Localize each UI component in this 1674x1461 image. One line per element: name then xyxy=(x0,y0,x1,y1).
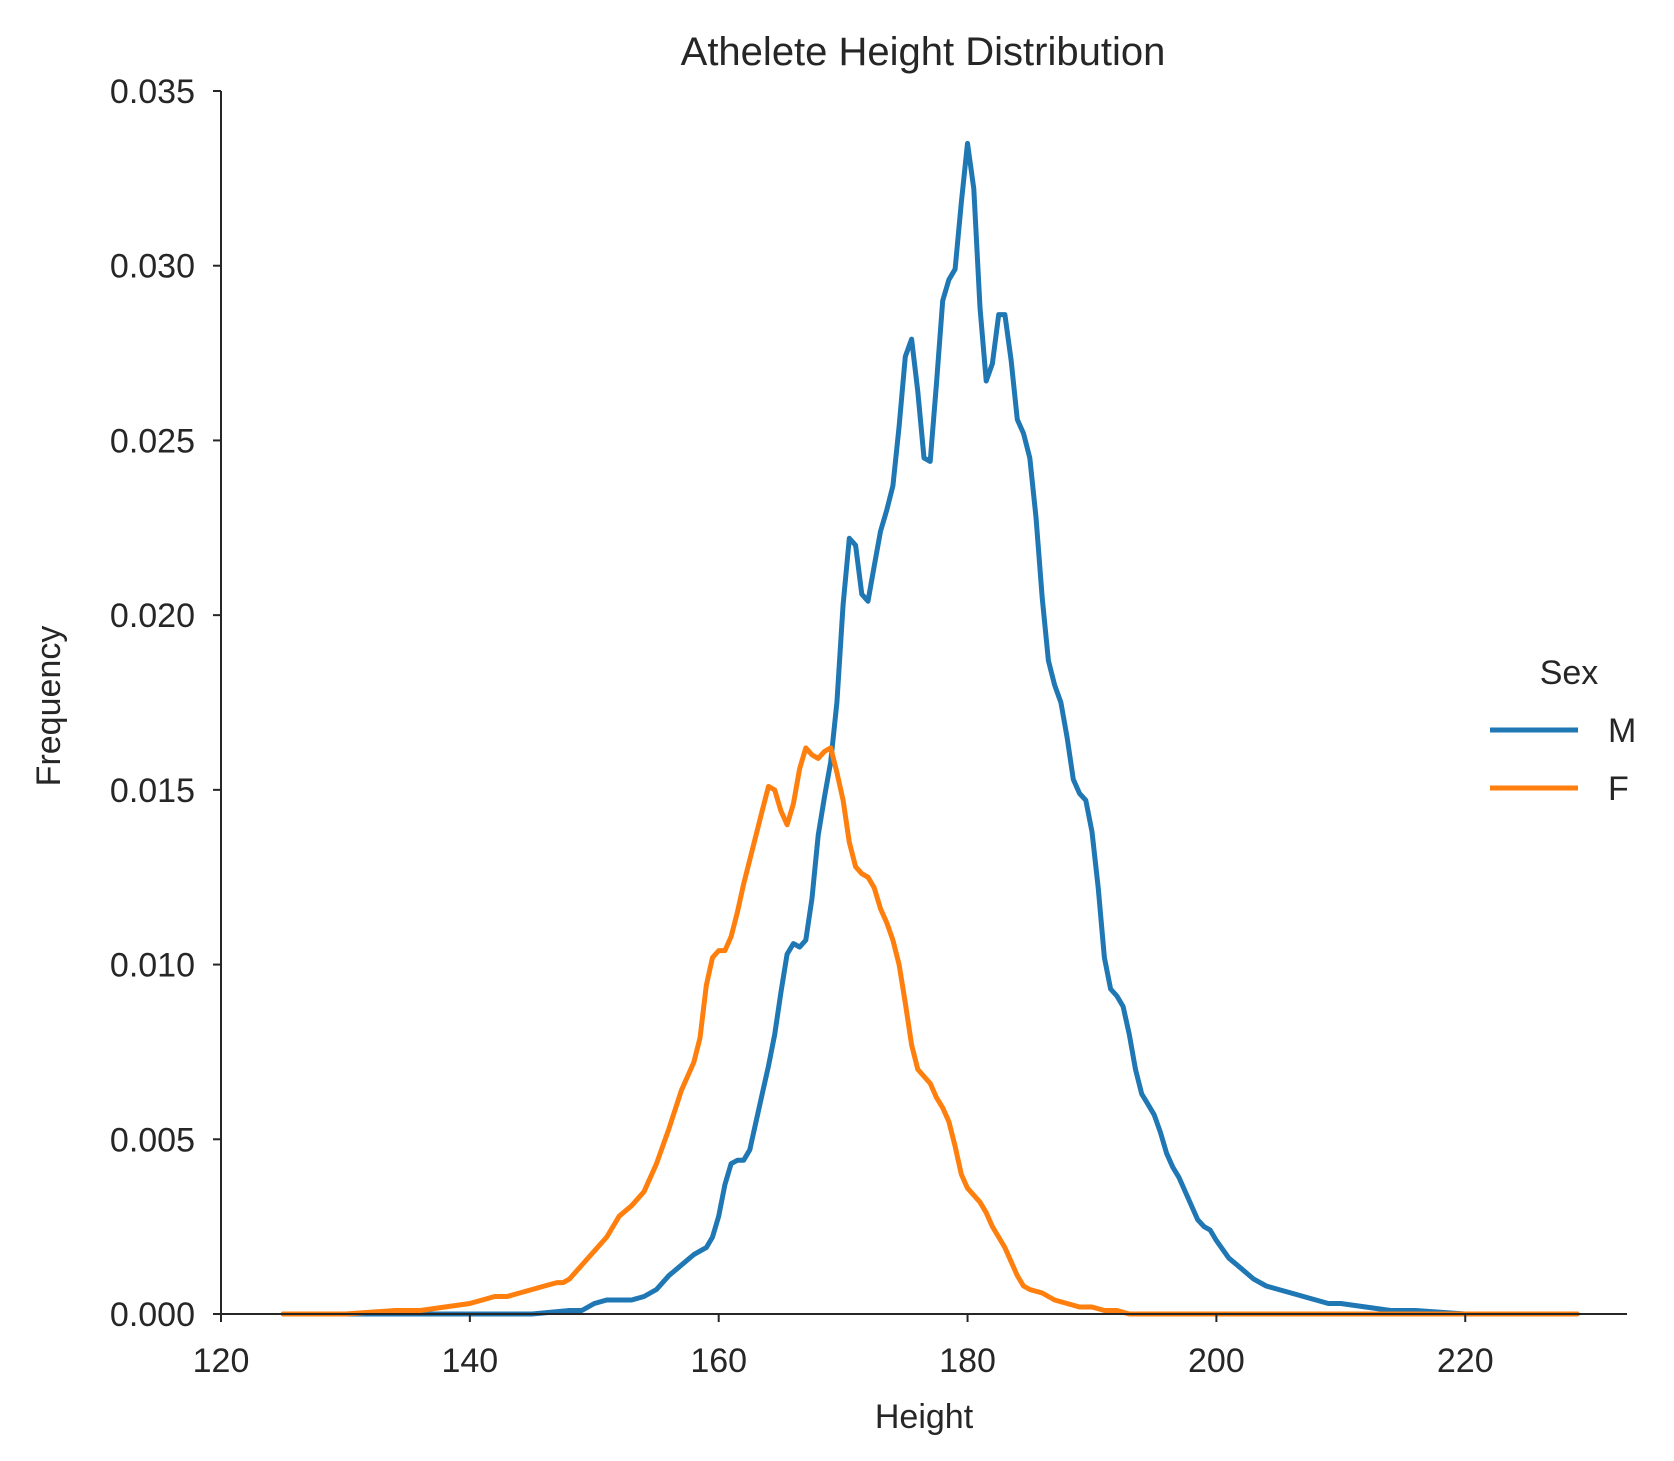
y-tick-label: 0.005 xyxy=(110,1121,195,1159)
x-tick-label: 120 xyxy=(193,1342,250,1380)
y-tick-label: 0.010 xyxy=(110,947,195,985)
y-tick-label: 0.025 xyxy=(110,422,195,460)
x-tick-label: 140 xyxy=(441,1342,498,1380)
legend-label-f: F xyxy=(1608,770,1629,808)
x-axis-ticks: 120 140 160 180 200 220 xyxy=(193,1314,1494,1380)
legend-label-m: M xyxy=(1608,712,1636,750)
x-axis-label: Height xyxy=(875,1398,974,1436)
x-tick-label: 220 xyxy=(1437,1342,1494,1380)
series-line-m xyxy=(280,140,1580,1317)
y-tick-label: 0.035 xyxy=(110,73,195,111)
y-tick-label: 0.000 xyxy=(110,1296,195,1334)
series-line-f xyxy=(280,745,1580,1317)
plot-area xyxy=(280,140,1580,1317)
y-axis-label: Frequency xyxy=(30,626,68,787)
x-tick-label: 160 xyxy=(690,1342,747,1380)
legend: Sex M F xyxy=(1490,654,1636,808)
y-tick-label: 0.020 xyxy=(110,597,195,635)
y-tick-label: 0.015 xyxy=(110,772,195,810)
chart-title: Athelete Height Distribution xyxy=(681,30,1166,74)
x-tick-label: 180 xyxy=(939,1342,996,1380)
y-tick-label: 0.030 xyxy=(110,248,195,286)
legend-title: Sex xyxy=(1540,654,1599,692)
y-axis-ticks: 0.000 0.005 0.010 0.015 0.020 0.025 0.030 0.035 xyxy=(110,73,221,1334)
x-tick-label: 200 xyxy=(1188,1342,1245,1380)
